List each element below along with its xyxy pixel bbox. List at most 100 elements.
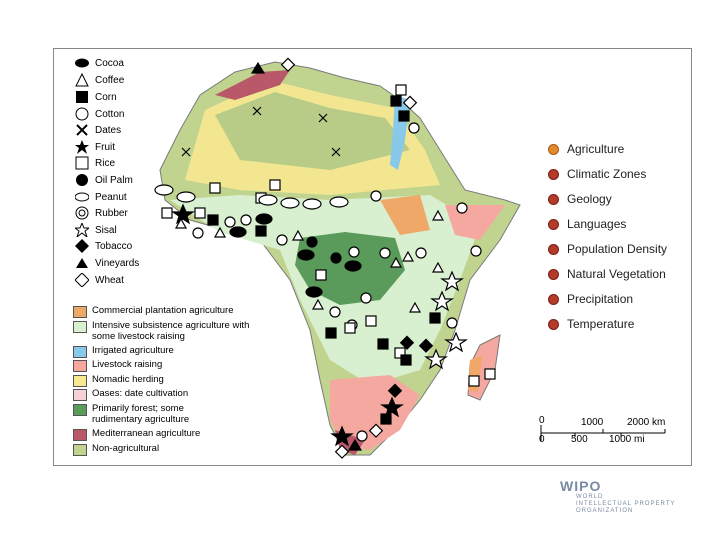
rice-symbol — [344, 322, 356, 334]
coffee-symbol — [389, 256, 403, 268]
coffee-symbol — [408, 301, 422, 313]
legend-rice: Rice — [75, 155, 115, 171]
zone-label: Livestock raising — [92, 359, 163, 370]
corn-symbol — [429, 312, 441, 324]
zone-non-agricultural — [215, 92, 410, 170]
cotton-symbol — [240, 214, 252, 226]
rice-symbol — [468, 375, 480, 387]
tobacco-symbol — [399, 335, 415, 350]
zone-swatch — [73, 321, 87, 333]
dates-symbol — [252, 106, 262, 116]
topic-temperature[interactable]: Temperature — [548, 317, 634, 331]
zone-legend-item: Nomadic herding — [73, 374, 273, 387]
corn-symbol — [380, 413, 392, 425]
bullet-icon — [548, 193, 559, 205]
rice-symbol — [209, 182, 221, 194]
wheat-symbol — [402, 95, 418, 110]
rice-symbol — [394, 347, 406, 359]
vineyards-symbol — [250, 61, 266, 74]
legend-label: Tobacco — [95, 240, 133, 252]
rice-symbol — [269, 179, 281, 191]
dates-icon — [76, 124, 88, 136]
corn-symbol — [255, 225, 267, 237]
topic-label: Temperature — [567, 317, 635, 331]
wheat-icon — [75, 273, 89, 287]
zone-legend-item: Primarily forest; some rudimentary agric… — [73, 403, 223, 425]
sisal-symbol — [424, 348, 448, 370]
scale-bar: 0 1000 2000 km 0 500 1000 mi — [535, 415, 695, 455]
legend-fruit: Fruit — [75, 139, 115, 155]
legend-dates: Dates — [75, 122, 121, 138]
cotton-symbol — [470, 245, 482, 257]
cotton-symbol — [329, 306, 341, 318]
coffee-symbol — [291, 229, 305, 241]
topic-population-density[interactable]: Population Density — [548, 242, 667, 256]
zone-swatch — [73, 360, 87, 372]
topic-label: Natural Vegetation — [567, 267, 666, 281]
zone-swatch — [73, 404, 87, 416]
legend-vineyards: Vineyards — [75, 255, 139, 271]
legend-coffee: Coffee — [75, 72, 124, 88]
topic-geology[interactable]: Geology — [548, 192, 612, 206]
rice-symbol — [315, 269, 327, 281]
rice-icon — [75, 156, 89, 170]
rubber-symbol — [276, 234, 288, 246]
corn-symbol — [207, 214, 219, 226]
corn-symbol — [398, 110, 410, 122]
bullet-icon — [548, 268, 559, 280]
rubber-symbol — [348, 246, 360, 258]
topic-climatic-zones[interactable]: Climatic Zones — [548, 167, 646, 181]
topic-languages[interactable]: Languages — [548, 217, 626, 231]
topic-label: Population Density — [567, 242, 668, 256]
zone-legend-item: Non-agricultural — [73, 443, 273, 456]
topic-agriculture[interactable]: Agriculture — [548, 142, 624, 156]
dates-symbol — [318, 113, 328, 123]
zone-legend-item: Mediterranean agriculture — [73, 428, 273, 441]
legend-label: Cocoa — [95, 57, 124, 69]
fruit-symbol — [330, 425, 354, 447]
rice-symbol — [365, 315, 377, 327]
coffee-symbol — [401, 250, 415, 262]
zone-legend-item: Intensive subsistence agriculture with s… — [73, 320, 253, 342]
bullet-icon — [548, 318, 559, 330]
cocoa-symbol — [255, 213, 273, 225]
fruit-symbol — [380, 396, 404, 418]
wheat-symbol — [280, 57, 296, 72]
scale-mi-1000: 1000 mi — [609, 434, 645, 445]
cocoa-symbol — [305, 286, 323, 298]
tobacco-icon — [75, 239, 89, 253]
oil-palm-icon — [76, 174, 88, 186]
zone-commercial-plantation — [380, 195, 430, 235]
oil-palm-symbol — [330, 252, 342, 264]
cotton-symbol — [415, 247, 427, 259]
scale-bar-lines — [540, 425, 666, 441]
bullet-icon — [548, 143, 559, 155]
topic-precipitation[interactable]: Precipitation — [548, 292, 633, 306]
legend-label: Peanut — [95, 191, 127, 203]
fruit-symbol — [171, 203, 195, 225]
topic-natural-vegetation[interactable]: Natural Vegetation — [548, 267, 666, 281]
peanut-symbol — [302, 198, 322, 210]
topic-label: Precipitation — [567, 292, 634, 306]
legend-wheat: Wheat — [75, 272, 124, 288]
zone-mediterranean — [215, 70, 290, 100]
peanut-symbol — [258, 194, 278, 206]
peanut-symbol — [176, 191, 196, 203]
legend-cocoa: Cocoa — [75, 55, 124, 71]
cotton-symbol — [456, 202, 468, 214]
peanut-symbol — [280, 197, 300, 209]
zone-label: Oases: date cultivation — [92, 388, 189, 399]
bullet-icon — [548, 218, 559, 230]
bullet-icon — [548, 243, 559, 255]
wheat-symbol — [334, 444, 350, 459]
rice-symbol — [194, 207, 206, 219]
zone-swatch — [73, 346, 87, 358]
coffee-symbol — [431, 261, 445, 273]
zone-legend-item: Oases: date cultivation — [73, 388, 273, 401]
rubber-icon — [75, 206, 89, 220]
topic-label: Languages — [567, 217, 627, 231]
rice-symbol — [395, 84, 407, 96]
zone-label: Non-agricultural — [92, 443, 160, 454]
zone-label: Nomadic herding — [92, 374, 164, 385]
